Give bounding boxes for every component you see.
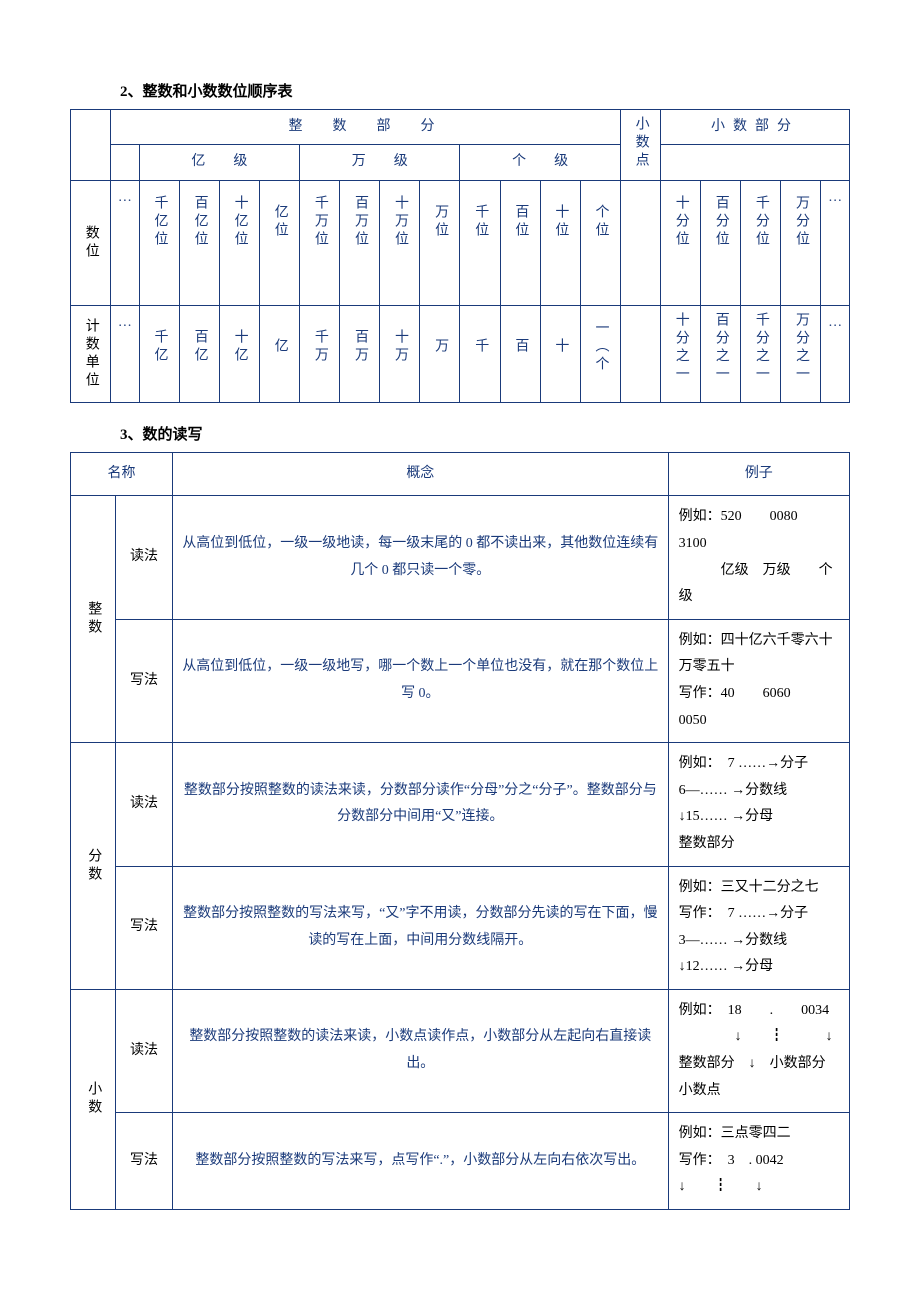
table-row: 名称 概念 例子 [71,452,850,496]
row-frac-read: 读法 [116,743,173,866]
u8: 万 [420,305,460,402]
table-row: 写法 从高位到低位，一级一级地写，哪一个数上一个单位也没有，就在那个数位上写 0… [71,619,850,742]
int-read-example: 例如：520 0080 3100 亿级 万级 个级 [668,496,849,619]
u4: 亿 [260,305,300,402]
row-dec-write: 写法 [116,1113,173,1210]
d1: 千亿位 [139,180,179,305]
u6: 百万 [340,305,380,402]
row-int-read: 读法 [116,496,173,619]
u11: 十 [540,305,580,402]
rowh-digit: 数位 [71,180,111,305]
read-write-table: 名称 概念 例子 整数 读法 从高位到低位，一级一级地读，每一级末尾的 0 都不… [70,452,850,1210]
u2: 百亿 [179,305,219,402]
table-row: 小数 读法 整数部分按照整数的读法来读，小数点读作点，小数部分从左起向右直接读出… [71,989,850,1112]
d12: 个位 [580,180,620,305]
col-name: 名称 [71,452,173,496]
level-ge: 个 级 [460,145,620,180]
row-dec-read: 读法 [116,989,173,1112]
u13: 十分之一 [660,305,700,402]
row-dec-label: 小数 [71,989,116,1209]
level-wan: 万 级 [300,145,460,180]
d10: 百位 [500,180,540,305]
row-digits: 数位 … 千亿位 百亿位 十亿位 亿位 千万位 百万位 十万位 万位 千位 百位… [71,180,850,305]
u1: 千亿 [139,305,179,402]
d16: 万分位 [781,180,821,305]
frac-read-concept: 整数部分按照整数的读法来读，分数部分读作“分母”分之“分子”。整数部分与分数部分… [173,743,669,866]
level-yi: 亿 级 [139,145,299,180]
table-row: 亿 级 万 级 个 级 [71,145,850,180]
d9: 千位 [460,180,500,305]
row-int-write: 写法 [116,619,173,742]
u15: 千分之一 [741,305,781,402]
table-row: 整 数 部 分 小数点 小数部分 [71,110,850,145]
d14: 百分位 [701,180,741,305]
frac-write-concept: 整数部分按照整数的写法来写，“又”字不用读，分数部分先读的写在下面，慢读的写在上… [173,866,669,989]
row-units: 计数单位 … 千亿 百亿 十亿 亿 千万 百万 十万 万 千 百 十 一︵个 十… [71,305,850,402]
row-int-label: 整数 [71,496,116,743]
row-frac-label: 分数 [71,743,116,990]
ellipsis: … [821,305,850,402]
ellipsis: … [821,180,850,305]
table-row: 写法 整数部分按照整数的写法来写，点写作“.”，小数部分从左向右依次写出。 例如… [71,1113,850,1210]
dec-read-example: 例如： 18 . 0034 ↓ ┇ ↓ 整数部分 ↓ 小数部分 小数点 [668,989,849,1112]
d5: 千万位 [300,180,340,305]
heading-table2: 3、数的读写 [120,423,850,444]
int-write-concept: 从高位到低位，一级一级地写，哪一个数上一个单位也没有，就在那个数位上写 0。 [173,619,669,742]
u14: 百分之一 [701,305,741,402]
u7: 十万 [380,305,420,402]
d7: 十万位 [380,180,420,305]
d6: 百万位 [340,180,380,305]
row-frac-write: 写法 [116,866,173,989]
ellipsis: … [111,180,140,305]
u10: 百 [500,305,540,402]
u9: 千 [460,305,500,402]
d4: 亿位 [260,180,300,305]
u5: 千万 [300,305,340,402]
d13: 十分位 [660,180,700,305]
frac-write-example: 例如：三又十二分之七 写作： 7 ……→分子 3—…… →分数线 ↓12…… →… [668,866,849,989]
table-row: 整数 读法 从高位到低位，一级一级地读，每一级末尾的 0 都不读出来，其他数位连… [71,496,850,619]
rowh-unit: 计数单位 [71,305,111,402]
d11: 十位 [540,180,580,305]
u12: 一︵个 [580,305,620,402]
place-value-table: 整 数 部 分 小数点 小数部分 亿 级 万 级 个 级 数位 … 千亿位 百亿… [70,109,850,403]
d15: 千分位 [741,180,781,305]
d2: 百亿位 [179,180,219,305]
dec-write-concept: 整数部分按照整数的写法来写，点写作“.”，小数部分从左向右依次写出。 [173,1113,669,1210]
int-read-concept: 从高位到低位，一级一级地读，每一级末尾的 0 都不读出来，其他数位连续有几个 0… [173,496,669,619]
group-decimal: 小数部分 [660,110,849,145]
frac-read-example: 例如： 7 ……→分子 6—…… →分数线 ↓15…… →分母 整数部分 [668,743,849,866]
dec-write-example: 例如：三点零四二 写作： 3 . 0042 ↓ ┇ ↓ [668,1113,849,1210]
ellipsis: … [111,305,140,402]
dec-read-concept: 整数部分按照整数的读法来读，小数点读作点，小数部分从左起向右直接读出。 [173,989,669,1112]
int-write-example: 例如：四十亿六千零六十万零五十 写作：40 6060 0050 [668,619,849,742]
u3: 十亿 [219,305,259,402]
table-row: 写法 整数部分按照整数的写法来写，“又”字不用读，分数部分先读的写在下面，慢读的… [71,866,850,989]
group-point: 小数点 [620,110,660,181]
group-integer: 整 数 部 分 [111,110,621,145]
d3: 十亿位 [219,180,259,305]
d8: 万位 [420,180,460,305]
col-concept: 概念 [173,452,669,496]
heading-table1: 2、整数和小数数位顺序表 [120,80,850,101]
col-example: 例子 [668,452,849,496]
table-row: 分数 读法 整数部分按照整数的读法来读，分数部分读作“分母”分之“分子”。整数部… [71,743,850,866]
u16: 万分之一 [781,305,821,402]
